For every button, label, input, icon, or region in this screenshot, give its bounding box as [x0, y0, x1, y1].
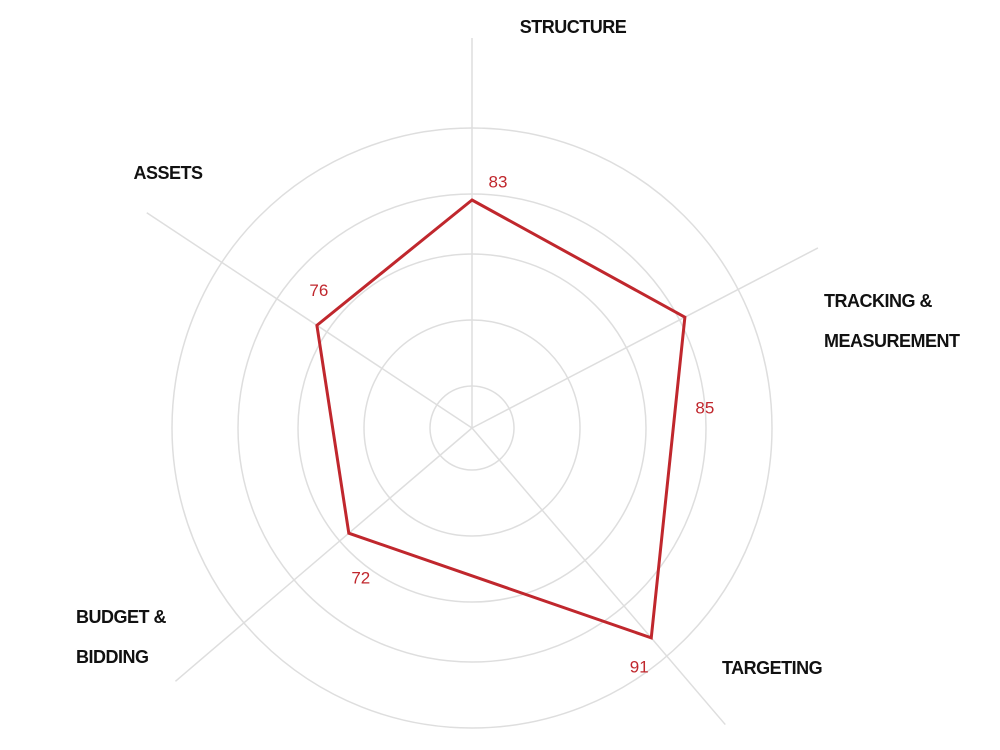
axis-label: ASSETS	[133, 163, 203, 183]
axis-line	[471, 427, 726, 726]
value-label: 85	[695, 399, 714, 418]
axis-line	[146, 212, 473, 429]
axis-label: BUDGET & BIDDING	[76, 607, 167, 667]
axis-label: TARGETING	[722, 658, 823, 678]
value-label: 72	[351, 569, 370, 588]
value-label: 83	[489, 172, 508, 191]
axis-line	[471, 247, 819, 429]
value-label: 76	[309, 281, 328, 300]
axis-label: TRACKING & MEASUREMENT	[824, 291, 960, 351]
radar-line	[315, 198, 687, 640]
axis-label: STRUCTURE	[519, 17, 627, 37]
axis-line	[174, 427, 473, 682]
value-label: 91	[630, 657, 649, 676]
